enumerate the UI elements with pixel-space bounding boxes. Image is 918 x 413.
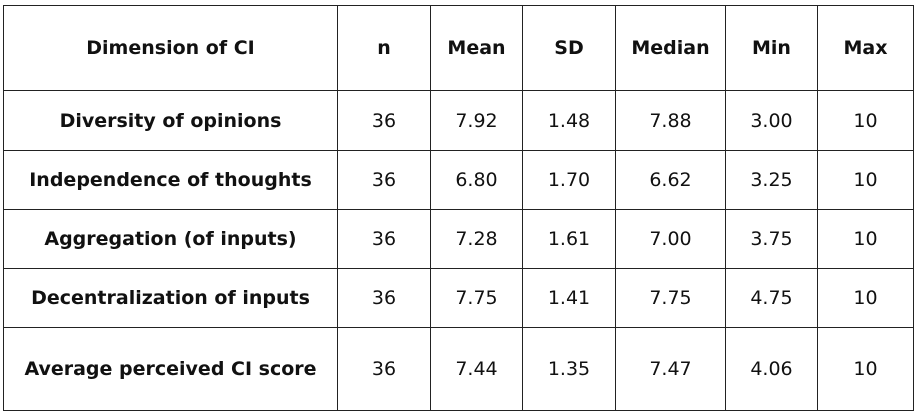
cell: 10 — [817, 150, 914, 210]
cell: 7.88 — [615, 90, 726, 151]
cell: 3.00 — [725, 90, 818, 151]
row-label: Independence of thoughts — [3, 150, 338, 210]
header-row: Dimension of CI n Mean SD Median Min Max — [3, 5, 914, 91]
table-body: Diversity of opinions 36 7.92 1.48 7.88 3.00 1… — [3, 90, 914, 411]
cell: 10 — [817, 327, 914, 411]
row-label: Average perceived CI score — [3, 327, 338, 411]
cell: 36 — [337, 209, 431, 269]
cell: 1.48 — [522, 90, 616, 151]
cell: 1.70 — [522, 150, 616, 210]
cell: 7.28 — [430, 209, 523, 269]
cell: 1.61 — [522, 209, 616, 269]
cell: 6.80 — [430, 150, 523, 210]
header-cell: Median — [615, 5, 726, 91]
cell: 7.47 — [615, 327, 726, 411]
table-row: Decentralization of inputs 36 7.75 1.41 7.75… — [3, 268, 914, 328]
cell: 10 — [817, 268, 914, 328]
cell: 10 — [817, 90, 914, 151]
row-label: Aggregation (of inputs) — [3, 209, 338, 269]
cell: 3.25 — [725, 150, 818, 210]
table-row: Independence of thoughts 36 6.80 1.70 6.62 3.… — [3, 150, 914, 210]
header-cell: Mean — [430, 5, 523, 91]
header-cell: Min — [725, 5, 818, 91]
cell: 6.62 — [615, 150, 726, 210]
cell: 1.35 — [522, 327, 616, 411]
table-row: Diversity of opinions 36 7.92 1.48 7.88 3.00 1… — [3, 90, 914, 151]
table-container: Dimension of CI n Mean SD Median Min Max Diver… — [3, 5, 914, 411]
cell: 36 — [337, 150, 431, 210]
cell: 7.44 — [430, 327, 523, 411]
row-label: Decentralization of inputs — [3, 268, 338, 328]
header-cell: Max — [817, 5, 914, 91]
cell: 36 — [337, 90, 431, 151]
cell: 4.75 — [725, 268, 818, 328]
cell: 7.92 — [430, 90, 523, 151]
cell: 36 — [337, 268, 431, 328]
header-cell: SD — [522, 5, 616, 91]
cell: 7.75 — [430, 268, 523, 328]
header-cell: n — [337, 5, 431, 91]
table-row: Average perceived CI score 36 7.44 1.35 7.47… — [3, 327, 914, 411]
header-cell: Dimension of CI — [3, 5, 338, 91]
row-label: Diversity of opinions — [3, 90, 338, 151]
cell: 36 — [337, 327, 431, 411]
cell: 10 — [817, 209, 914, 269]
cell: 1.41 — [522, 268, 616, 328]
cell: 7.00 — [615, 209, 726, 269]
cell: 7.75 — [615, 268, 726, 328]
cell: 4.06 — [725, 327, 818, 411]
stats-table: Dimension of CI n Mean SD Median Min Max Diver… — [3, 5, 914, 411]
cell: 3.75 — [725, 209, 818, 269]
table-row: Aggregation (of inputs) 36 7.28 1.61 7.00 3.7… — [3, 209, 914, 269]
